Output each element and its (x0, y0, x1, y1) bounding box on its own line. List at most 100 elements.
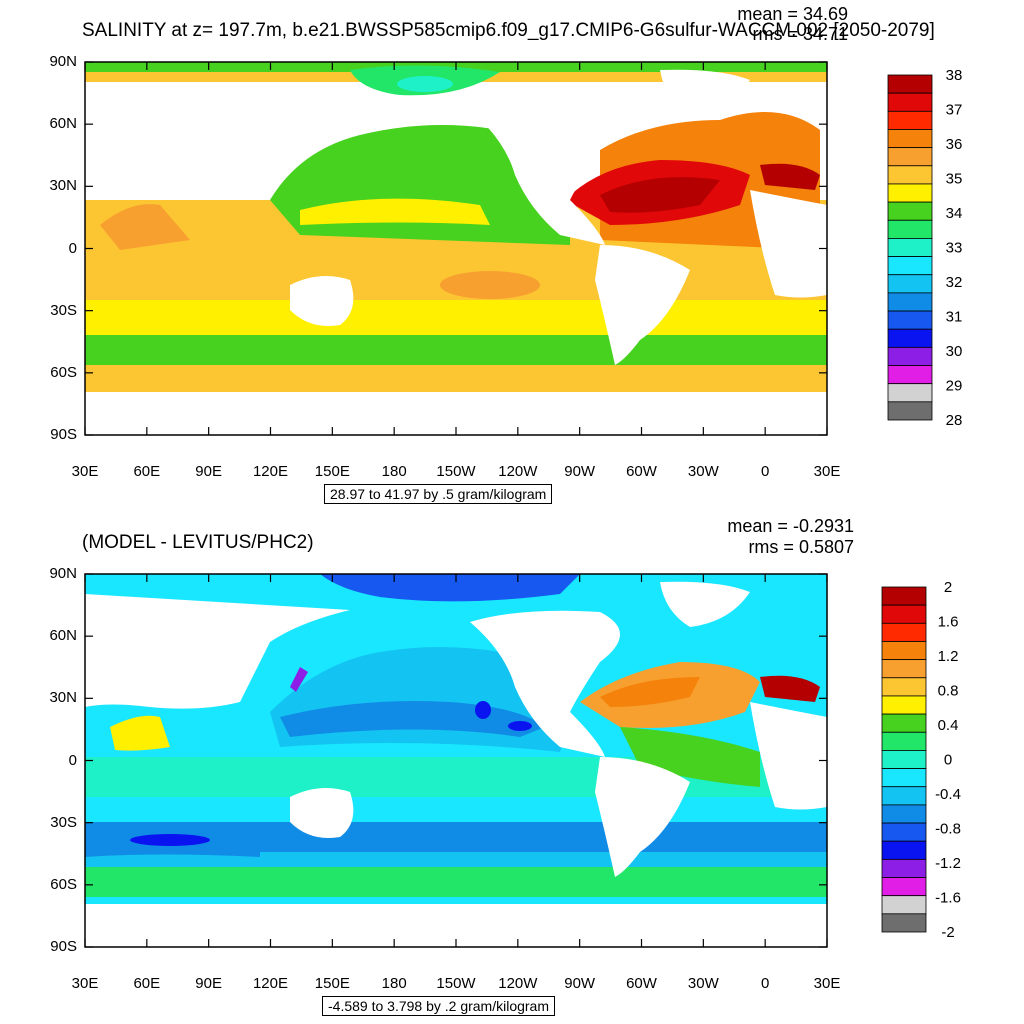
lon-label: 90W (564, 463, 596, 480)
lon-label: 60W (626, 975, 657, 992)
colorbar-label: 2 (944, 579, 952, 596)
panel1-ticks (84, 61, 828, 436)
lat-label: 90S (50, 426, 77, 443)
p1-pacific-fresh (300, 198, 490, 225)
colorbar-swatch (887, 310, 933, 330)
colorbar-swatch (887, 183, 933, 203)
colorbar-swatch (887, 292, 933, 312)
lon-label: 60E (133, 975, 161, 992)
colorbar-swatch (881, 858, 927, 878)
lon-label: 150E (314, 463, 350, 480)
panel2-contour-info: -4.589 to 3.798 by .2 gram/kilogram (322, 996, 556, 1016)
colorbar-label: 0.8 (938, 683, 959, 700)
colorbar-swatch (887, 346, 933, 366)
lon-label: 30E (813, 975, 841, 992)
colorbar-swatch (881, 840, 927, 860)
colorbar-label: 29 (946, 378, 963, 395)
colorbar-swatch (881, 713, 927, 733)
colorbar-label: -0.8 (935, 821, 961, 838)
p2-atl-mid (620, 727, 760, 787)
colorbar-swatch (881, 659, 927, 679)
panel1-contour-info: 28.97 to 41.97 by .5 gram/kilogram (324, 484, 553, 504)
colorbar-swatch (887, 129, 933, 149)
p2-okhotsk (290, 667, 308, 692)
lon-label: 30E (71, 463, 99, 480)
colorbar-label: 0 (944, 752, 952, 769)
colorbar-swatch (887, 74, 933, 94)
colorbar-swatch (887, 401, 933, 421)
colorbar-swatch (881, 750, 927, 769)
p2-land-antarctica (85, 904, 827, 947)
colorbar-swatch (881, 768, 927, 788)
lat-label: 60S (50, 875, 77, 893)
lon-label: 150W (436, 463, 476, 480)
panel1-mean: mean = 34.69 (737, 4, 848, 24)
lon-label: 90E (195, 975, 222, 992)
lat-label: 60N (49, 115, 77, 133)
colorbar-swatch (887, 201, 933, 221)
colorbar-swatch (887, 219, 933, 239)
lat-label: 90N (49, 565, 77, 582)
colorbar-label: 38 (946, 67, 963, 84)
lat-label: 0 (68, 239, 77, 257)
p2-land-sam (595, 757, 690, 877)
p2-land-australia (290, 788, 354, 838)
p2-s-indian-min (130, 834, 210, 846)
colorbar-swatch (881, 786, 927, 806)
lon-label: 150W (436, 975, 476, 992)
panel1-map-figure (84, 61, 828, 436)
colorbar-label: 28 (946, 412, 963, 429)
colorbar-swatch (887, 92, 933, 112)
lon-label: 30W (687, 975, 719, 992)
lon-label: 90W (564, 975, 596, 992)
panel2-axis-labels: 90N 60N 30N 0 30S 60S 90S 30E 60E 90E 120E 150E 180 1… (0, 512, 1024, 1024)
lat-label: 30N (49, 689, 77, 707)
lon-label: 60E (133, 463, 161, 480)
colorbar-label: 30 (946, 343, 963, 360)
p1-land-sam (595, 245, 690, 365)
colorbar-label: 33 (946, 240, 963, 257)
lon-label: 120W (498, 463, 538, 480)
p1-land-nam (470, 98, 620, 245)
colorbar-label: 36 (946, 136, 963, 153)
colorbar-label: 32 (946, 274, 963, 291)
lon-label: 0 (760, 463, 770, 480)
colorbar-swatch (887, 238, 933, 257)
p2-arabian (110, 715, 170, 751)
panel2-colorbar: 2 1.6 1.2 0.8 0.4 0 -0.4 -0.8 -1.2 -1.6 -2 (881, 579, 961, 941)
lon-label: 180 (381, 975, 407, 992)
colorbar-swatch (887, 256, 933, 276)
lat-label: 60S (50, 363, 77, 381)
colorbar-swatch (887, 274, 933, 294)
panel2-map (85, 574, 827, 947)
panel1-title: SALINITY at z= 197.7m, b.e21.BWSSP585cmi… (82, 20, 935, 41)
colorbar-label: -1.2 (935, 855, 961, 872)
lon-label: 120E (252, 975, 289, 992)
colorbar-swatch (881, 586, 927, 606)
colorbar-label: 0.4 (938, 717, 959, 734)
lon-label: 90E (195, 463, 222, 480)
p2-min-b (508, 721, 532, 731)
colorbar-label: 31 (946, 309, 963, 326)
colorbar-label: 1.6 (938, 614, 959, 631)
lon-label: 120E (252, 463, 289, 480)
lat-label: 90S (50, 938, 77, 955)
p1-land-eurasia (85, 82, 350, 197)
lat-label: 60N (49, 627, 77, 645)
panel1-rms: rms = 34.71 (752, 24, 848, 44)
p2-n-atlantic-core (600, 677, 700, 707)
panel1-axis-labels: 90N 60N 30N 0 30S 60S 90S 30E 60E 90E 120E 150E 180 1… (49, 53, 840, 480)
p1-land-greenland (660, 69, 750, 115)
colorbar-label: 34 (946, 205, 963, 222)
p2-land-africa (750, 702, 827, 810)
p1-arabian (100, 204, 190, 250)
p1-land-antarctica (85, 392, 827, 435)
colorbar-swatch (881, 804, 927, 824)
panel2-ticks (84, 573, 828, 948)
colorbar-swatch (881, 677, 927, 697)
lat-label: 30S (50, 301, 77, 319)
p2-land-eurasia (85, 594, 350, 709)
colorbar-label: -0.4 (935, 786, 961, 803)
colorbar-swatch (881, 877, 927, 897)
p1-land-australia (290, 276, 354, 326)
